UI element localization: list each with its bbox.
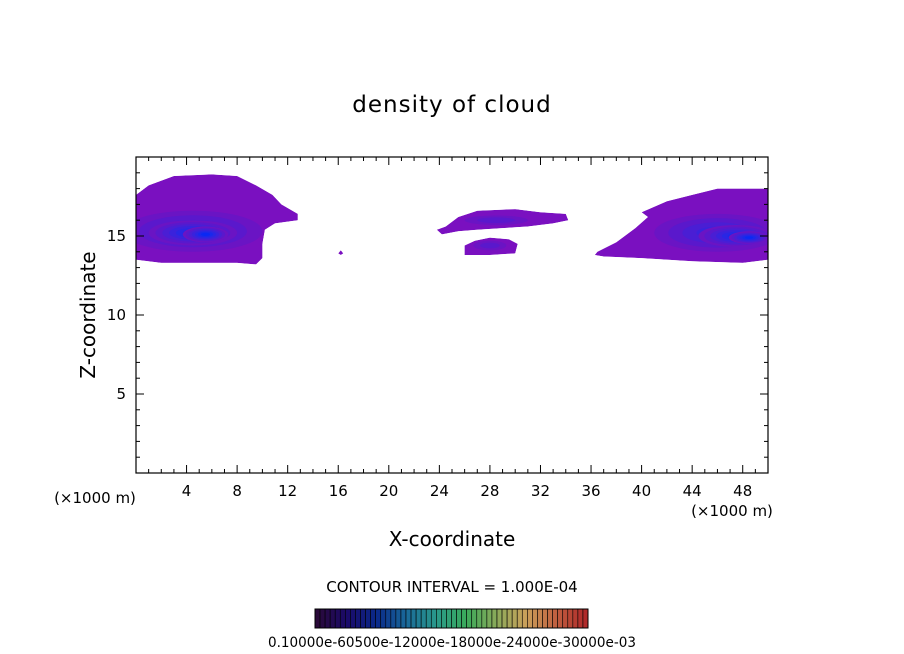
colorbar-swatch xyxy=(425,608,432,629)
colorbar-frame xyxy=(314,608,589,629)
colorbar-swatch xyxy=(501,608,508,629)
y-axis-label: Z-coordinate xyxy=(76,251,100,378)
colorbar-swatch xyxy=(345,608,351,629)
x-unit-left: (×1000 m) xyxy=(54,489,136,507)
colorbar-swatch xyxy=(430,608,437,629)
x-tick-label: 40 xyxy=(632,482,651,500)
colorbar-swatch xyxy=(506,608,513,629)
colorbar-swatch xyxy=(567,608,574,629)
colorbar-swatch xyxy=(375,608,382,629)
colorbar-swatch xyxy=(466,608,473,629)
x-tick-label: 4 xyxy=(182,482,192,500)
colorbar-swatch xyxy=(355,608,361,629)
colorbar-swatch xyxy=(365,608,371,629)
colorbar-swatch xyxy=(314,608,321,629)
cloud-region xyxy=(136,174,298,265)
x-tick-label: 36 xyxy=(581,482,600,500)
x-tick-label: 44 xyxy=(683,482,702,500)
colorbar-swatch xyxy=(451,608,457,629)
colorbar-swatch xyxy=(436,608,442,629)
cloud-region xyxy=(436,209,569,235)
contour-interval: CONTOUR INTERVAL = 1.000E-04 xyxy=(326,578,577,596)
colorbar-swatch xyxy=(496,608,503,629)
x-tick-label: 12 xyxy=(278,482,297,500)
colorbar-swatch xyxy=(370,608,376,629)
y-tick-label: 10 xyxy=(107,306,126,324)
colorbar-swatch xyxy=(521,608,528,629)
x-unit-right: (×1000 m) xyxy=(691,502,773,520)
colorbar-swatch xyxy=(405,608,412,629)
colorbar-swatch xyxy=(319,608,326,629)
colorbar-swatch xyxy=(456,608,462,629)
colorbar-swatch xyxy=(572,608,579,629)
colorbar-swatch xyxy=(339,608,346,629)
colorbar-swatch xyxy=(532,608,538,629)
axis-ticks xyxy=(136,157,768,473)
colorbar-labels: 0.10000e-60500e-12000e-18000e-24000e-300… xyxy=(268,635,636,651)
x-tick-label: 16 xyxy=(329,482,348,500)
cloud-contour-level xyxy=(744,236,754,239)
colorbar-swatch xyxy=(329,608,336,629)
colorbar-swatch xyxy=(476,608,483,629)
colorbar-swatch xyxy=(562,608,569,629)
colorbar-swatch xyxy=(516,608,523,629)
colorbar-swatch xyxy=(400,608,407,629)
y-tick-labels: 5 10 15 xyxy=(107,227,126,403)
colorbar-swatch xyxy=(415,608,422,629)
colorbar-swatch xyxy=(446,608,452,629)
colorbar-swatch xyxy=(481,608,488,629)
colorbar-swatch xyxy=(511,608,518,629)
x-tick-labels: 4 8 12 16 20 24 28 32 36 40 44 48 xyxy=(182,482,752,500)
colorbar-swatch xyxy=(471,608,478,629)
colorbar-swatch xyxy=(552,608,558,629)
x-tick-label: 28 xyxy=(480,482,499,500)
colorbar-swatch xyxy=(380,608,387,629)
cloud-contour-level xyxy=(477,217,516,224)
colorbar-swatch xyxy=(420,608,427,629)
colorbar-swatch xyxy=(537,608,543,629)
x-tick-label: 32 xyxy=(531,482,550,500)
colorbar-swatch xyxy=(350,608,356,629)
x-tick-label: 20 xyxy=(379,482,398,500)
cloud-region xyxy=(464,237,518,255)
y-tick-label: 5 xyxy=(116,385,126,403)
x-tick-label: 24 xyxy=(430,482,449,500)
colorbar-swatch xyxy=(577,608,584,629)
cloud-region xyxy=(338,250,344,255)
colorbar-swatch xyxy=(461,608,467,629)
x-axis-label: X-coordinate xyxy=(389,527,516,551)
y-tick-label: 15 xyxy=(107,227,126,245)
colorbar-swatch xyxy=(557,608,564,629)
colorbar-swatch xyxy=(385,608,392,629)
cloud-contour-level xyxy=(480,242,500,249)
colorbar-swatch xyxy=(527,608,533,629)
colorbar-swatch xyxy=(395,608,402,629)
cloud-region xyxy=(594,188,768,263)
x-tick-label: 48 xyxy=(733,482,752,500)
chart-title: density of cloud xyxy=(352,92,551,118)
colorbar-swatch xyxy=(410,608,417,629)
colorbar-swatch xyxy=(486,608,493,629)
x-tick-label: 8 xyxy=(232,482,242,500)
colorbar-swatch xyxy=(491,608,498,629)
colorbar-swatch xyxy=(542,608,548,629)
colorbar-swatch xyxy=(582,608,589,629)
colorbar xyxy=(314,608,589,629)
colorbar-swatch xyxy=(324,608,331,629)
colorbar-swatch xyxy=(334,608,341,629)
colorbar-swatch xyxy=(360,608,366,629)
colorbar-swatch xyxy=(390,608,397,629)
cloud-field xyxy=(136,174,768,265)
cloud-contour-level xyxy=(200,232,211,236)
cloud-outer-level xyxy=(338,250,344,255)
colorbar-swatch xyxy=(441,608,447,629)
colorbar-swatch xyxy=(547,608,553,629)
